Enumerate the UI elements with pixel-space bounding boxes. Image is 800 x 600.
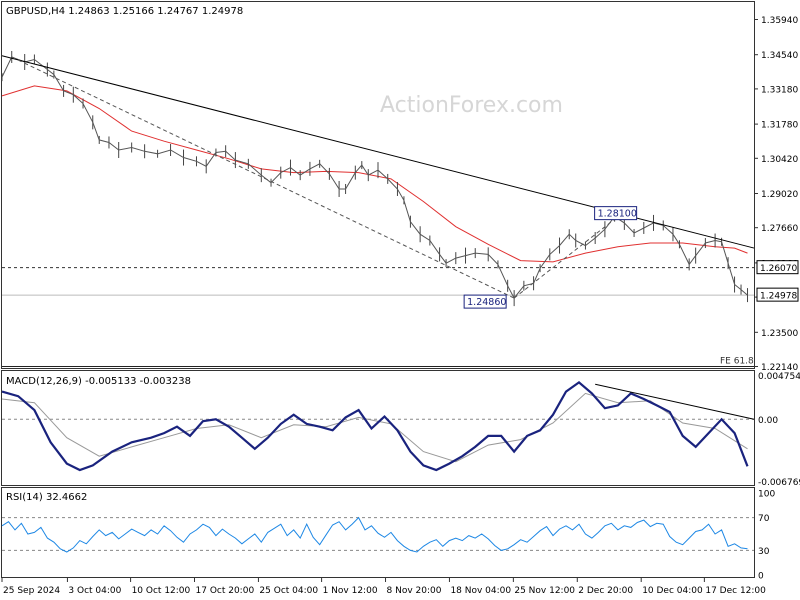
fibonacci-extension-label: FE 61.8 bbox=[720, 357, 754, 367]
high-annotation-label: 1.28100 bbox=[598, 209, 637, 220]
moving-average-line bbox=[1, 85, 748, 263]
low-annotation-box bbox=[463, 294, 507, 309]
y-tick-label: 1.34540 bbox=[761, 51, 798, 61]
rsi-y-tick-label: 0 bbox=[758, 572, 764, 582]
x-tick-label: 1 Nov 12:00 bbox=[323, 586, 378, 596]
macd-y-tick-label: 0.004754 bbox=[758, 372, 800, 382]
y-tick-label: 1.35940 bbox=[761, 16, 798, 26]
x-tick-label: 25 Nov 12:00 bbox=[514, 586, 575, 596]
x-tick-label: 18 Nov 04:00 bbox=[450, 586, 511, 596]
rsi-y-tick-label: 30 bbox=[758, 547, 770, 557]
main-chart-title: GBPUSD,H4 1.24863 1.25166 1.24767 1.2497… bbox=[6, 6, 243, 17]
y-tick-label: 1.29020 bbox=[761, 190, 798, 200]
main-panel-frame bbox=[1, 1, 755, 369]
high-annotation-box bbox=[594, 206, 638, 221]
y-tick-label: 1.30420 bbox=[761, 155, 798, 165]
y-tick-label: 1.33180 bbox=[761, 85, 798, 95]
rsi-title: RSI(14) 32.4662 bbox=[6, 492, 87, 503]
y-tick-label: 1.31780 bbox=[761, 121, 798, 131]
rsi-panel-frame bbox=[1, 487, 755, 578]
rsi-y-tick-label: 100 bbox=[758, 490, 775, 500]
rsi-panel: 100 70 30 0 bbox=[1, 490, 775, 582]
y-tick-label: 1.23500 bbox=[761, 329, 798, 339]
rsi-line bbox=[1, 516, 748, 553]
price-level-box bbox=[756, 260, 799, 275]
low-annotation-label: 1.24860 bbox=[467, 297, 506, 308]
macd-title: MACD(12,26,9) -0.005133 -0.003238 bbox=[6, 376, 191, 387]
x-tick-label: 10 Oct 12:00 bbox=[132, 586, 191, 596]
x-tick-label: 25 Oct 04:00 bbox=[259, 586, 318, 596]
x-tick-label: 8 Nov 20:00 bbox=[387, 586, 442, 596]
rsi-y-tick-label: 70 bbox=[758, 514, 770, 524]
dashed-trendline bbox=[11, 56, 515, 299]
y-tick-label: 1.27660 bbox=[761, 224, 798, 234]
price-line bbox=[1, 56, 748, 300]
y-tick-label: 1.22140 bbox=[761, 363, 798, 373]
price-panel: 1.35940 1.34540 1.33180 1.31780 1.30420 1.290… bbox=[1, 16, 799, 373]
macd-y-tick-label: 0.00 bbox=[758, 416, 778, 426]
macd-trendline bbox=[595, 383, 755, 420]
watermark: ActionForex.com bbox=[380, 93, 563, 118]
price-level-box bbox=[756, 287, 799, 302]
dashed-trendline bbox=[513, 216, 619, 299]
price-level-label: 1.26070 bbox=[760, 264, 797, 274]
macd-panel: 0.004754 0.00 -0.006769 bbox=[1, 372, 800, 488]
macd-y-tick-label: -0.006769 bbox=[758, 478, 800, 488]
macd-line bbox=[1, 381, 749, 472]
x-tick-label: 2 Dec 20:00 bbox=[578, 586, 633, 596]
x-tick-label: 10 Dec 04:00 bbox=[642, 586, 703, 596]
x-tick-label: 25 Sep 2024 bbox=[3, 586, 60, 596]
price-level-label: 1.24978 bbox=[760, 292, 797, 302]
x-tick-label: 17 Oct 20:00 bbox=[196, 586, 255, 596]
x-tick-label: 17 Dec 12:00 bbox=[705, 586, 766, 596]
macd-signal-line bbox=[1, 392, 748, 463]
macd-panel-frame bbox=[1, 370, 755, 486]
x-tick-label: 3 Oct 04:00 bbox=[68, 586, 121, 596]
x-axis: 25 Sep 2024 3 Oct 04:00 10 Oct 12:00 17 Oct… bbox=[1, 578, 766, 596]
